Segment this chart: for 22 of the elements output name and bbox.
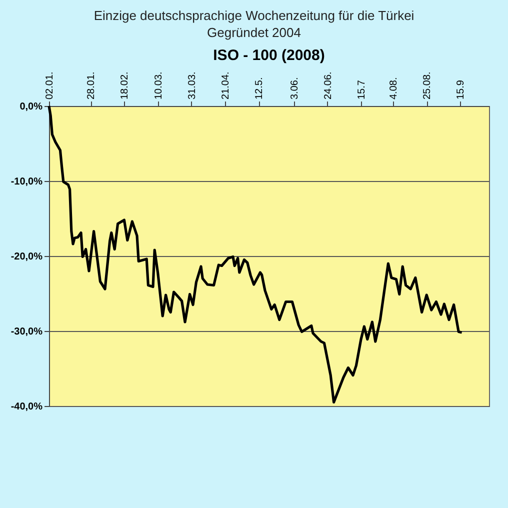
x-tick-label: 25.08.: [422, 72, 434, 100]
x-tick-label: 24.06.: [322, 72, 334, 100]
x-tick-label: 3.06.: [289, 77, 300, 100]
chart-title: ISO - 100 (2008): [213, 47, 325, 64]
text: Gegründet 2004: [206, 25, 302, 40]
x-tick-label: 15.7: [356, 80, 368, 100]
x-tick-label: 15.9: [456, 80, 467, 100]
x-tick-label: 02.01.: [44, 72, 56, 100]
x-tick-label: 28.01.: [86, 72, 98, 100]
line-series: [48, 104, 464, 404]
y-tick-label: 0,0%: [20, 102, 43, 112]
y-tick-label: -30,0%: [10, 326, 43, 338]
x-tick-label: 18.02.: [120, 72, 131, 100]
x-tick-label: 4.08.: [388, 77, 400, 100]
y-tick-label: -10,0%: [10, 176, 43, 188]
x-tick-label: 21.04.: [220, 72, 232, 100]
x-tick-label: 12.5.: [254, 77, 266, 100]
y-tick-label: -20,0%: [10, 252, 43, 262]
x-tick-label: 31.03.: [186, 72, 198, 100]
y-tick-label: -40,0%: [10, 402, 43, 412]
text: Einzige deutschsprachige Wochenzeitung für die Türkei: [92, 8, 416, 23]
x-tick-label: 10.03.: [153, 72, 164, 100]
